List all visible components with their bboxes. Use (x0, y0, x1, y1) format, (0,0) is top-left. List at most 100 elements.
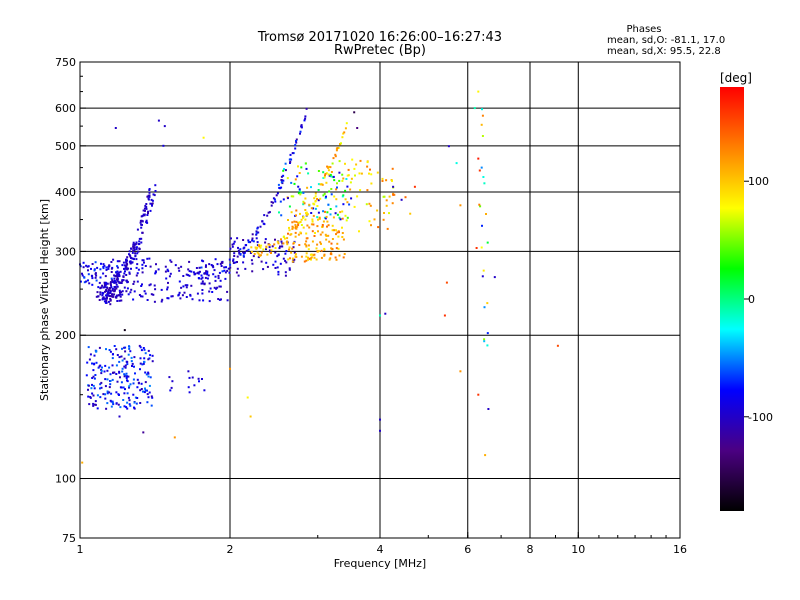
data-point (150, 293, 153, 296)
data-point (144, 352, 147, 355)
data-point (285, 250, 288, 253)
data-point (110, 400, 113, 403)
data-point (206, 277, 209, 280)
data-point (134, 243, 137, 246)
data-point (103, 370, 106, 373)
data-point (120, 291, 123, 294)
data-point (147, 358, 150, 361)
data-point (236, 267, 239, 270)
data-point (143, 207, 146, 210)
data-point (294, 253, 297, 256)
data-point (170, 260, 173, 263)
data-point (277, 253, 280, 256)
data-point (274, 251, 277, 254)
data-point (196, 292, 199, 295)
data-point (109, 350, 112, 353)
data-point (132, 245, 135, 248)
data-point (96, 266, 99, 269)
data-point (273, 243, 276, 246)
data-point (251, 237, 254, 240)
data-point (388, 212, 390, 215)
data-point (353, 205, 356, 208)
data-point (105, 290, 108, 292)
data-point (339, 218, 342, 221)
data-point (335, 247, 338, 250)
data-point (230, 237, 232, 240)
data-point (385, 199, 388, 202)
data-point (366, 165, 369, 168)
data-point (125, 262, 128, 265)
data-point (224, 277, 227, 280)
data-point (128, 250, 131, 253)
data-point (322, 171, 325, 174)
data-point (137, 381, 140, 384)
data-point (223, 269, 226, 272)
data-point (92, 402, 95, 405)
data-point (270, 252, 272, 254)
data-point (329, 173, 332, 176)
data-point (98, 299, 101, 301)
data-point (125, 372, 128, 375)
data-point (313, 253, 316, 256)
data-point (140, 223, 143, 226)
data-point (211, 291, 214, 293)
data-point (277, 270, 280, 273)
data-point (99, 383, 102, 386)
data-point (166, 288, 169, 291)
data-point (307, 258, 310, 261)
data-point (298, 244, 301, 246)
data-point (257, 231, 260, 234)
data-point (118, 289, 121, 292)
data-point (303, 119, 306, 122)
data-point (181, 294, 184, 297)
x-axis: 1 2 4 6 8 10 16 (77, 532, 687, 556)
data-point (123, 357, 126, 360)
data-point (135, 241, 138, 244)
data-point (273, 198, 276, 201)
data-point (239, 248, 242, 251)
data-point (113, 288, 116, 291)
data-point (171, 380, 174, 383)
data-point (89, 353, 92, 356)
data-point (132, 298, 135, 301)
data-point (322, 177, 325, 179)
data-point (221, 270, 224, 273)
data-point (87, 346, 90, 349)
data-point (335, 205, 338, 208)
data-point (187, 274, 190, 277)
data-point (142, 259, 145, 262)
data-point (486, 332, 489, 335)
data-point (144, 265, 147, 267)
data-point (121, 290, 124, 293)
data-point (445, 281, 448, 284)
data-point (293, 182, 296, 185)
data-point (135, 274, 138, 277)
data-point (134, 252, 137, 255)
data-point (95, 279, 98, 282)
data-point (132, 249, 135, 252)
data-point (105, 266, 108, 269)
data-point (116, 354, 119, 356)
data-point (326, 220, 329, 223)
data-point (126, 380, 129, 383)
data-point (169, 259, 172, 262)
data-point (137, 250, 140, 253)
data-point (124, 388, 126, 391)
data-point (232, 259, 235, 262)
data-point (129, 383, 132, 386)
data-point (180, 286, 183, 289)
data-point (105, 407, 108, 410)
data-point (270, 201, 273, 204)
data-point (404, 196, 407, 199)
data-point (86, 265, 89, 268)
data-point (263, 214, 266, 217)
data-point (117, 294, 120, 297)
data-point (383, 212, 385, 214)
data-point (208, 290, 211, 293)
data-point (287, 232, 289, 235)
data-point (325, 172, 328, 175)
data-point (336, 147, 339, 150)
data-point (142, 347, 145, 349)
data-point (324, 210, 326, 213)
data-point (293, 251, 296, 254)
